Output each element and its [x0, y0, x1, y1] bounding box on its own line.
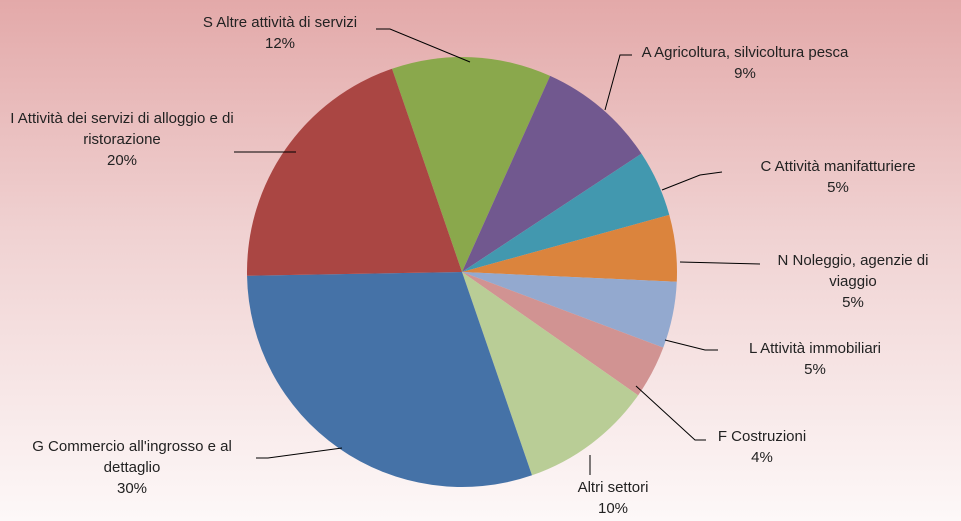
data-label: G Commercio all'ingrosso e al dettaglio 3… [8, 436, 256, 499]
pie-slice [462, 75, 642, 273]
data-label: C Attività manifatturiere 5% [708, 156, 961, 198]
leader-line [661, 171, 723, 191]
category-label: F Costruzioni [717, 428, 807, 445]
slices [247, 56, 677, 487]
pie-slice [247, 272, 532, 487]
leader-line [679, 261, 761, 265]
data-label: A Agricoltura, silvicoltura pesca 9% [615, 42, 875, 84]
category-label: S Altre attività di servizi [202, 14, 358, 31]
pie-slice [392, 56, 551, 272]
category-label: G Commercio all'ingrosso e al dettaglio [32, 438, 232, 476]
leader-line [376, 28, 471, 63]
value-label: 4% [751, 449, 773, 466]
value-label: 5% [827, 179, 849, 196]
category-label: A Agricoltura, silvicoltura pesca [641, 44, 849, 61]
data-label: N Noleggio, agenzie di viaggio 5% [753, 250, 953, 313]
pie-slice [462, 272, 664, 396]
pie-slice [462, 153, 670, 272]
data-label: I Attività dei servizi di alloggio e di … [2, 108, 242, 171]
category-label: I Attività dei servizi di alloggio e di … [10, 110, 234, 148]
category-label: L Attività immobiliari [749, 340, 881, 357]
value-label: 10% [597, 500, 629, 517]
category-label: N Noleggio, agenzie di viaggio [777, 252, 929, 290]
pie-slice [462, 272, 677, 348]
leader-line [635, 385, 706, 441]
leader-lines [234, 28, 761, 475]
value-label: 20% [106, 152, 138, 169]
data-label: S Altre attività di servizi 12% [160, 12, 400, 54]
leader-line [604, 54, 632, 111]
pie-slice [247, 68, 462, 276]
value-label: 9% [734, 65, 756, 82]
data-label: F Costruzioni 4% [662, 426, 862, 468]
pie-slice [462, 214, 677, 282]
leader-line [256, 447, 343, 459]
pie-slice [462, 272, 639, 476]
value-label: 5% [842, 294, 864, 311]
category-label: C Attività manifatturiere [760, 158, 916, 175]
data-label: L Attività immobiliari 5% [695, 338, 935, 380]
data-label: Altri settori 10% [533, 477, 693, 519]
value-label: 5% [804, 361, 826, 378]
category-label: Altri settori [577, 479, 649, 496]
leader-line [664, 339, 718, 351]
value-label: 30% [116, 480, 148, 497]
value-label: 12% [264, 35, 296, 52]
